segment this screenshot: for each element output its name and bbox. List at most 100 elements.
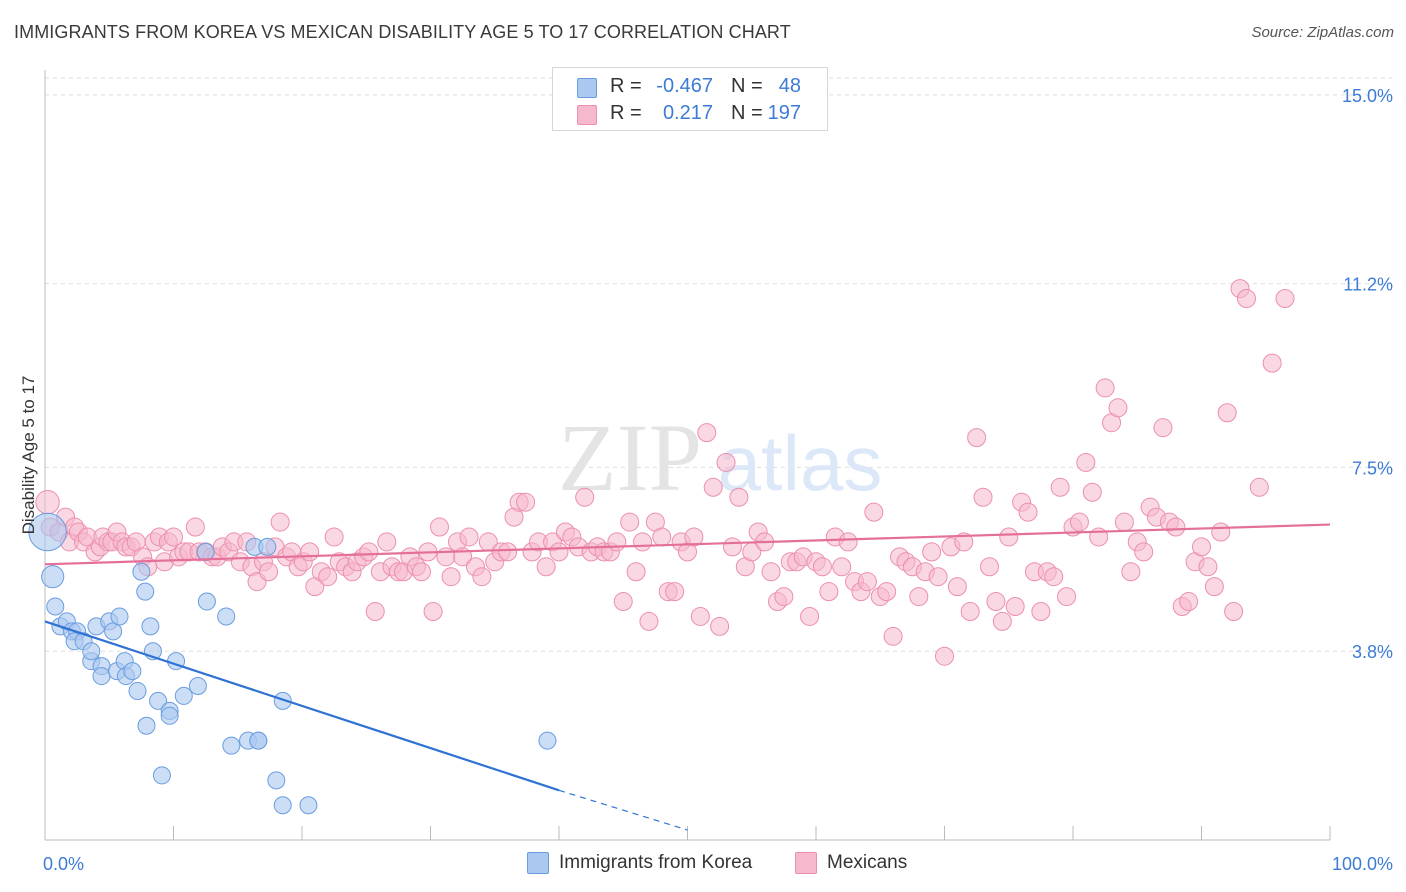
mexicans-point [575, 487, 595, 507]
y-axis-label: Disability Age 5 to 17 [19, 376, 38, 535]
mexicans-point [1057, 587, 1077, 607]
korea-point [41, 565, 65, 589]
mexicans-point [761, 562, 781, 582]
mexicans-point [864, 502, 884, 522]
korea-point [110, 607, 129, 626]
mexicans-point [684, 527, 704, 547]
mexicans-point [1275, 289, 1295, 309]
korea-point [46, 597, 65, 616]
chart-title: IMMIGRANTS FROM KOREA VS MEXICAN DISABIL… [14, 22, 791, 42]
korea-point [136, 582, 155, 601]
korea-point [273, 691, 292, 710]
korea-point [197, 592, 216, 611]
korea-point [123, 662, 142, 681]
y-tick-label: 7.5% [1352, 458, 1393, 478]
korea-point [92, 667, 111, 686]
mexicans-point [633, 532, 653, 552]
mexicans-point [1249, 477, 1269, 497]
korea-r-value: -0.467 [656, 75, 713, 97]
korea-point [249, 731, 268, 750]
mexicans-point [697, 423, 717, 443]
mexicans-point [992, 611, 1012, 631]
mexicans-point [639, 611, 659, 631]
korea-point [149, 691, 168, 710]
korea-n-value: 48 [778, 75, 801, 97]
korea-point [217, 607, 236, 626]
mexicans-point [909, 587, 929, 607]
mexicans-point [436, 547, 456, 567]
mexicans-r-value: 0.217 [662, 102, 713, 124]
mexicans-point [498, 542, 518, 562]
mexicans-point [324, 527, 344, 547]
mexicans-point [1198, 557, 1218, 577]
korea-swatch [577, 78, 597, 98]
mexicans-point [819, 582, 839, 602]
mexicans-swatch [577, 105, 597, 125]
legend-korea-label: Immigrants from Korea [559, 852, 753, 873]
mexicans-point [626, 562, 646, 582]
korea-point [152, 766, 171, 785]
y-tick-label: 15.0% [1342, 86, 1393, 106]
mexicans-point [536, 557, 556, 577]
axes [44, 70, 1331, 841]
mexicans-point [729, 487, 749, 507]
mexicans-point [1050, 477, 1070, 497]
mexicans-point [1262, 353, 1282, 373]
legend-mexicans-swatch [795, 852, 817, 874]
mexicans-point [1211, 522, 1231, 542]
mexicans-point [722, 537, 742, 557]
mexicans-point [922, 542, 942, 562]
mexicans-point [441, 567, 461, 587]
mexicans-point [954, 532, 974, 552]
korea-point [104, 622, 123, 641]
y-tick-label: 11.2% [1343, 275, 1393, 295]
mexicans-point [412, 562, 432, 582]
mexicans-point [185, 517, 205, 537]
mexicans-point [423, 601, 443, 621]
mexicans-point [1134, 542, 1154, 562]
mexicans-point [613, 592, 633, 612]
mexicans-point [1031, 601, 1051, 621]
mexicans-point [710, 616, 730, 636]
mexicans-point [928, 567, 948, 587]
mexicans-point [318, 567, 338, 587]
korea-trend-extension [558, 789, 688, 831]
korea-point [174, 686, 193, 705]
mexicans-point [164, 527, 183, 547]
korea-point [137, 716, 156, 735]
mexicans-point [986, 592, 1006, 612]
mexicans-point [947, 577, 967, 597]
mexicans-point [967, 428, 987, 448]
mexicans-point [1044, 567, 1064, 587]
mexicans-point [1121, 562, 1141, 582]
mexicans-point [1069, 512, 1089, 532]
mexicans-point [607, 532, 627, 552]
x-tick-label: 0.0% [43, 854, 84, 874]
stats-row-korea: R = -0.467 N = 48 [553, 74, 827, 104]
mexicans-point [800, 606, 820, 626]
mexicans-point [1179, 592, 1199, 612]
mexicans-point [620, 512, 640, 532]
mexicans-points [35, 279, 1295, 666]
trend-lines [44, 523, 1331, 831]
mexicans-point [877, 582, 897, 602]
stats-box: R = -0.467 N = 48 R = 0.217 N = 197 [552, 67, 828, 131]
korea-point [160, 706, 179, 725]
mexicans-point [838, 532, 858, 552]
mexicans-point [1082, 482, 1102, 502]
y-tick-label: 3.8% [1352, 642, 1393, 662]
mexicans-point [35, 489, 60, 515]
source-label: Source: ZipAtlas.com [1251, 24, 1394, 41]
mexicans-point [883, 626, 903, 646]
mexicans-point [1095, 378, 1115, 398]
korea-point [273, 796, 292, 815]
mexicans-point [832, 557, 852, 577]
mexicans-point [429, 517, 449, 537]
mexicans-point [1153, 418, 1173, 438]
korea-point [82, 642, 101, 661]
mexicans-point [774, 587, 794, 607]
mexicans-point [1204, 577, 1224, 597]
mexicans-point [935, 646, 954, 666]
korea-point [258, 537, 277, 556]
